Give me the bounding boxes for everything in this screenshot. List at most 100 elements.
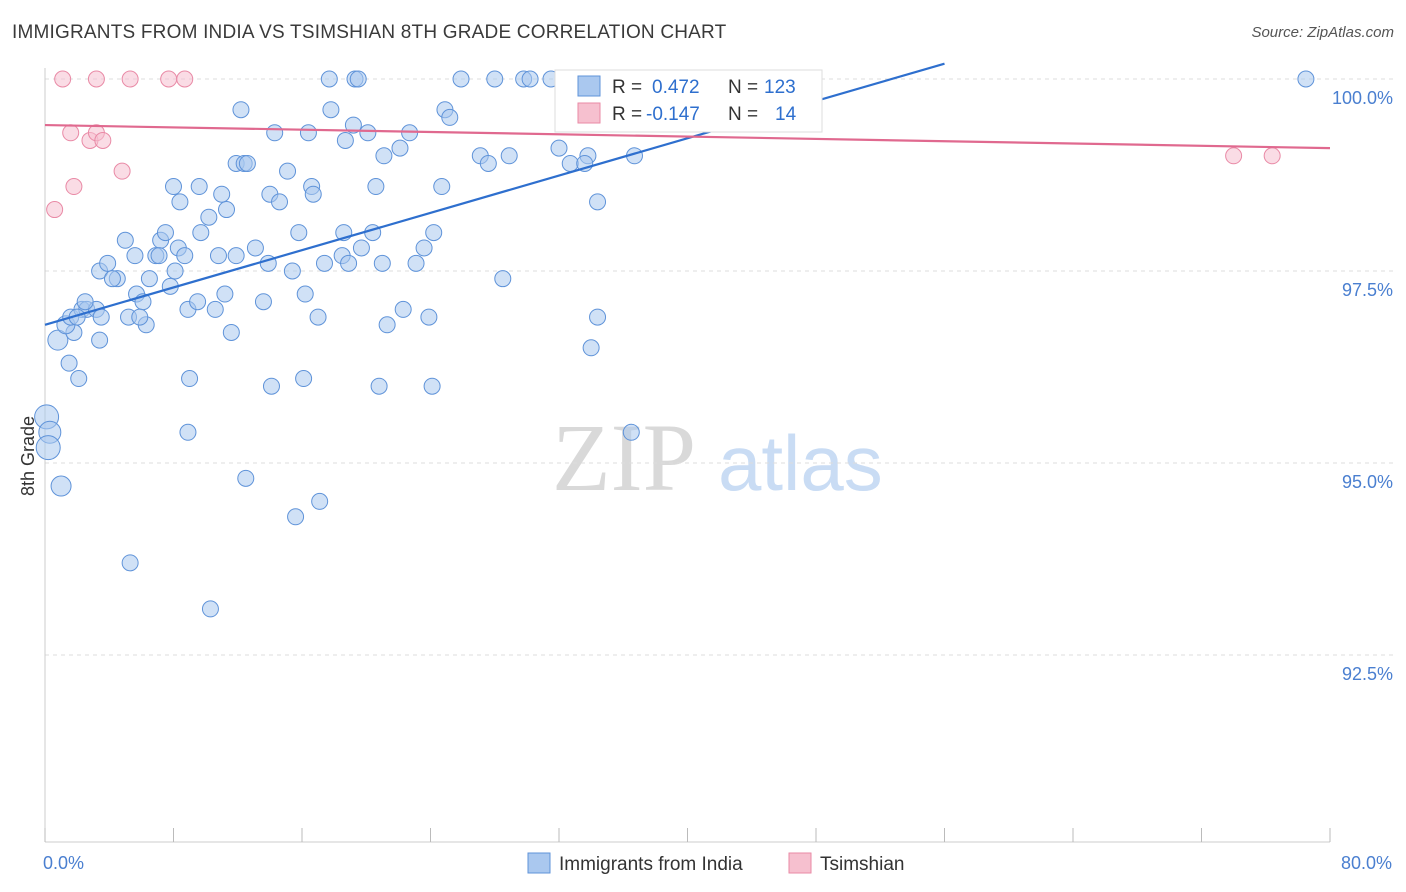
stats-swatch-india bbox=[577, 75, 601, 97]
india-point bbox=[299, 124, 317, 142]
india-point bbox=[349, 70, 367, 88]
india-point bbox=[171, 193, 189, 211]
india-point bbox=[232, 101, 250, 119]
stats-r-label-tsimshian: R = bbox=[612, 104, 642, 125]
india-point bbox=[126, 247, 144, 265]
tsimshian-point bbox=[176, 70, 194, 88]
india-point bbox=[179, 423, 197, 441]
series-india-points bbox=[34, 70, 1315, 618]
india-point bbox=[359, 124, 377, 142]
india-point bbox=[336, 131, 354, 149]
india-point bbox=[1297, 70, 1315, 88]
india-point bbox=[206, 300, 224, 318]
india-point bbox=[190, 178, 208, 196]
india-point bbox=[165, 178, 182, 196]
india-point bbox=[589, 308, 607, 326]
india-point bbox=[441, 108, 459, 126]
india-point bbox=[295, 370, 313, 388]
india-point bbox=[91, 331, 109, 349]
tsimshian-point bbox=[1263, 147, 1281, 165]
legend-swatch-tsimshian bbox=[788, 852, 812, 874]
india-point bbox=[304, 185, 322, 203]
india-point bbox=[290, 224, 308, 242]
india-point bbox=[60, 354, 78, 372]
tick-labels: 100.0% 97.5% 95.0% 92.5% 0.0% 80.0% bbox=[43, 88, 1393, 873]
india-point bbox=[181, 370, 199, 388]
india-point bbox=[192, 224, 210, 242]
india-point bbox=[415, 239, 433, 257]
india-point bbox=[189, 293, 207, 311]
india-point bbox=[320, 70, 338, 88]
india-point bbox=[156, 224, 174, 242]
india-point bbox=[375, 147, 393, 165]
india-point bbox=[103, 270, 121, 288]
india-point bbox=[238, 154, 256, 172]
tsimshian-point bbox=[87, 70, 105, 88]
india-point bbox=[222, 323, 240, 341]
india-point bbox=[311, 492, 329, 510]
india-point bbox=[176, 247, 194, 265]
india-point bbox=[201, 600, 219, 618]
india-point bbox=[521, 70, 539, 88]
stats-n-label-india: N = bbox=[728, 77, 758, 98]
india-point bbox=[367, 178, 385, 196]
stats-r-value-india: 0.472 bbox=[652, 77, 700, 98]
india-point bbox=[394, 300, 412, 318]
india-point bbox=[47, 329, 69, 351]
series-tsimshian-points bbox=[46, 70, 1281, 219]
stats-r-value-tsimshian: -0.147 bbox=[646, 104, 700, 125]
india-point bbox=[246, 239, 264, 257]
india-point bbox=[550, 139, 568, 157]
legend-swatch-india bbox=[527, 852, 551, 874]
legend-label-india: Immigrants from India bbox=[559, 854, 743, 875]
india-point bbox=[322, 101, 340, 119]
india-point bbox=[76, 293, 94, 311]
india-point bbox=[340, 254, 358, 272]
stats-swatch-tsimshian bbox=[577, 102, 601, 124]
x-tick-label: 0.0% bbox=[43, 853, 84, 873]
india-point bbox=[452, 70, 470, 88]
india-point bbox=[391, 139, 409, 157]
india-point bbox=[216, 285, 234, 303]
stats-n-label-tsimshian: N = bbox=[728, 104, 758, 125]
india-point bbox=[237, 469, 255, 487]
india-point bbox=[373, 254, 391, 272]
legend-label-tsimshian: Tsimshian bbox=[820, 854, 904, 875]
india-point bbox=[166, 262, 184, 280]
india-point bbox=[35, 435, 61, 461]
watermark-zip: ZIP bbox=[552, 404, 696, 511]
tsimshian-point bbox=[121, 70, 139, 88]
india-point bbox=[92, 308, 110, 326]
india-point bbox=[561, 154, 579, 172]
india-point bbox=[50, 475, 72, 497]
india-point bbox=[479, 154, 497, 172]
india-point bbox=[99, 254, 117, 272]
india-point bbox=[209, 247, 227, 265]
india-point bbox=[420, 308, 438, 326]
india-point bbox=[218, 201, 236, 219]
india-point bbox=[315, 254, 333, 272]
stats-r-label-india: R = bbox=[612, 77, 642, 98]
india-point bbox=[131, 308, 149, 326]
india-point bbox=[344, 116, 362, 134]
tsimshian-point bbox=[62, 124, 80, 142]
y-axis-title: 8th Grade bbox=[18, 416, 38, 496]
x-tick-label: 80.0% bbox=[1341, 853, 1392, 873]
india-point bbox=[296, 285, 314, 303]
india-point bbox=[200, 208, 218, 226]
tsimshian-point bbox=[46, 201, 64, 219]
india-point bbox=[582, 339, 600, 357]
stats-n-value-india: 123 bbox=[764, 77, 796, 98]
y-tick-label: 95.0% bbox=[1342, 472, 1393, 492]
stats-n-value-tsimshian: 14 bbox=[775, 104, 797, 125]
stats-legend: R = 0.472 N = 123 R = -0.147 N = 14 bbox=[554, 69, 823, 133]
tsimshian-point bbox=[160, 70, 178, 88]
tsimshian-point bbox=[54, 70, 72, 88]
india-point bbox=[116, 231, 134, 249]
y-tick-label: 92.5% bbox=[1342, 664, 1393, 684]
india-point bbox=[213, 185, 231, 203]
india-point bbox=[494, 270, 512, 288]
y-tick-label: 100.0% bbox=[1332, 88, 1393, 108]
india-point bbox=[378, 316, 396, 334]
